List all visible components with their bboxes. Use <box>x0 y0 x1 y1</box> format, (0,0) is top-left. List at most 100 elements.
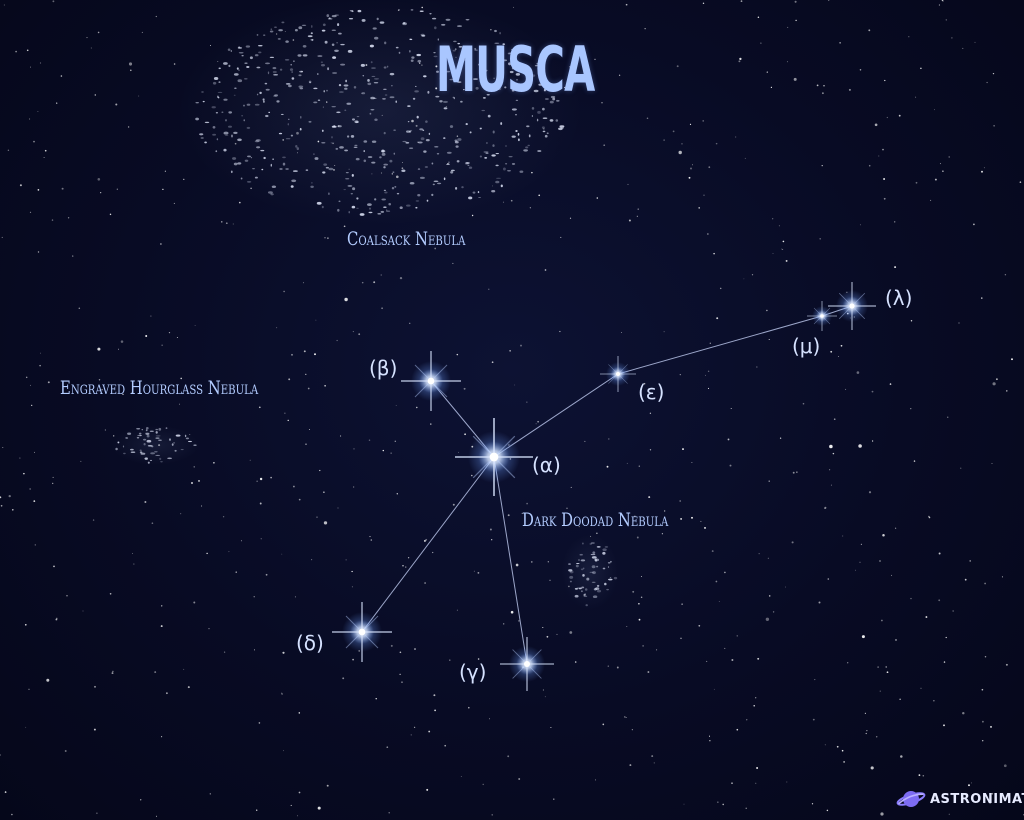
nebula-dot <box>311 182 313 184</box>
background-star <box>31 404 33 407</box>
nebula-dot <box>538 83 543 86</box>
background-star <box>826 809 829 812</box>
background-star <box>67 217 70 219</box>
nebula-dot <box>511 163 516 165</box>
nebula-dot <box>516 79 518 81</box>
background-star <box>64 750 67 752</box>
background-star <box>477 571 480 574</box>
nebula-dot <box>443 107 448 110</box>
background-star <box>424 582 427 584</box>
nebula-dot <box>371 67 376 69</box>
background-star <box>305 443 307 446</box>
nebula-dot <box>495 153 500 155</box>
nebula-dot <box>422 129 425 131</box>
background-star <box>298 712 301 714</box>
nebula-dot <box>379 156 382 159</box>
background-star <box>8 494 11 498</box>
background-star <box>282 651 285 654</box>
nebula-dot <box>167 457 172 460</box>
background-star <box>284 412 286 414</box>
nebula-dot <box>491 154 496 157</box>
background-star <box>802 402 805 405</box>
background-star <box>198 479 200 482</box>
nebula-dot <box>507 170 511 172</box>
nebula-dot <box>344 109 347 112</box>
background-star <box>688 176 691 179</box>
nebula-dot <box>502 59 508 62</box>
background-star <box>194 325 196 326</box>
background-star <box>1004 274 1007 276</box>
nebula-dot <box>550 95 556 99</box>
nebula-dot <box>288 84 292 88</box>
nebula-dot <box>382 98 386 100</box>
nebula-dot <box>145 426 149 430</box>
nebula-dot <box>415 200 420 202</box>
nebula-dot <box>479 155 483 158</box>
nebula-cluster-coalsack <box>176 0 584 226</box>
background-star <box>370 539 373 541</box>
nebula-dot <box>509 70 514 74</box>
nebula-dot <box>606 588 610 591</box>
background-star <box>772 253 774 254</box>
nebula-dot <box>502 167 506 171</box>
background-star <box>488 718 490 720</box>
nebula-dot <box>508 156 513 158</box>
nebula-dot <box>420 33 425 36</box>
background-star <box>681 143 683 145</box>
nebula-dot <box>338 83 342 87</box>
background-star <box>1001 576 1003 578</box>
background-star <box>698 207 701 209</box>
nebula-dot <box>282 156 286 159</box>
background-star <box>92 519 95 521</box>
background-star <box>97 31 100 34</box>
nebula-dot <box>236 67 239 70</box>
background-star <box>542 689 544 691</box>
background-star <box>680 637 682 640</box>
nebula-dot <box>454 139 458 142</box>
background-star <box>653 762 655 764</box>
nebula-dot <box>246 126 251 129</box>
background-star <box>164 170 166 172</box>
nebula-dot <box>185 437 189 440</box>
background-star <box>458 451 460 453</box>
background-star <box>33 140 35 143</box>
nebula-dot <box>351 173 354 177</box>
background-star <box>735 136 737 138</box>
background-star <box>716 317 719 320</box>
nebula-dot <box>574 594 579 598</box>
nebula-dot <box>508 62 512 66</box>
background-star <box>491 814 493 816</box>
background-star <box>945 19 947 21</box>
nebula-dot <box>221 111 224 113</box>
background-star <box>939 163 941 165</box>
nebula-dot <box>383 88 387 90</box>
nebula-dot <box>416 53 422 57</box>
nebula-dot <box>569 575 574 579</box>
background-star <box>72 255 74 257</box>
background-star <box>755 697 757 699</box>
nebula-dot <box>394 186 397 188</box>
background-star <box>353 486 355 488</box>
background-star <box>43 156 45 159</box>
nebula-dot <box>331 106 336 108</box>
nebula-dot <box>590 553 596 556</box>
background-star <box>19 457 21 459</box>
background-star <box>369 536 371 538</box>
nebula-dot <box>274 26 277 28</box>
background-star <box>111 672 114 675</box>
background-star <box>910 320 913 322</box>
background-star <box>855 569 856 571</box>
nebula-dot <box>155 437 160 439</box>
background-star <box>28 688 30 690</box>
background-star <box>94 94 97 96</box>
background-star <box>870 766 874 770</box>
nebula-dot <box>138 432 142 435</box>
nebula-dot <box>591 581 596 583</box>
background-star <box>602 723 605 726</box>
nebula-dot <box>436 153 440 155</box>
background-star <box>661 533 664 535</box>
nebula-dot <box>482 82 485 85</box>
background-star <box>943 724 945 727</box>
background-star <box>962 47 964 49</box>
